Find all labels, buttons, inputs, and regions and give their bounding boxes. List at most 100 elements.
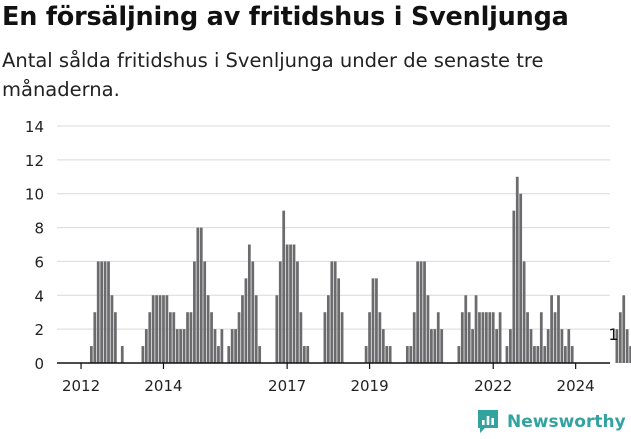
bars [89,176,631,363]
bar [536,346,540,363]
bar [199,227,203,363]
x-tick-label: 2017 [268,377,306,395]
bar [433,329,437,363]
brand-logo: Newsworthy [476,409,626,435]
bar [478,312,481,363]
x-axis: 2012 2014 2017 2019 2022 2024 [57,362,610,395]
bar [237,312,241,363]
y-tick-label: 0 [34,355,44,373]
bar [488,312,492,363]
bar [333,261,337,363]
bar [340,312,344,363]
bar [522,261,526,363]
bar [89,346,93,363]
bar [296,261,299,363]
bar [323,312,327,363]
bar [430,329,433,363]
bar [244,278,248,363]
highlight-value-label: 1 [608,325,618,344]
bar [292,244,296,363]
bar [189,312,193,363]
bar [509,329,512,363]
x-tick-label: 2022 [474,377,512,395]
x-tick-label: 2012 [62,377,100,395]
bar [196,227,200,363]
bar [436,312,440,363]
bar [409,346,413,363]
bar [533,346,536,363]
x-tick-label: 2014 [144,377,182,395]
bar [529,329,533,363]
newsworthy-logo-icon [478,410,498,433]
bar [175,329,179,363]
bar [615,329,619,363]
bar [148,312,152,363]
bar [182,329,186,363]
bar [498,312,502,363]
bar [543,346,547,363]
bar [103,261,107,363]
bar [481,312,485,363]
bar [282,210,286,363]
bar [330,261,334,363]
bar [625,329,629,363]
data-labels: 1 [608,325,618,344]
bar [151,295,155,363]
bar [217,346,220,363]
bar [553,312,557,363]
bar [491,312,495,363]
bar [165,295,169,363]
y-tick-label: 2 [34,321,44,339]
bar [563,346,567,363]
chart-subtitle: Antal sålda fritidshus i Svenljunga unde… [2,49,544,101]
bar [526,312,529,363]
bar [560,329,564,363]
bar [172,312,176,363]
bar [405,346,409,363]
bar [120,346,124,363]
bar [230,329,234,363]
bar [251,261,255,363]
bar [220,329,224,363]
y-tick-label: 12 [25,152,44,170]
x-tick-label: 2019 [350,377,388,395]
bar [539,312,543,363]
bar [567,329,571,363]
bar [368,312,371,363]
bar [364,346,368,363]
bar [234,329,237,363]
bar [193,261,196,363]
bar [247,244,251,363]
bar [519,193,523,363]
bar [412,312,416,363]
bar [570,346,574,363]
y-tick-label: 4 [34,287,44,305]
bar [474,295,478,363]
bar [618,312,622,363]
y-tick-label: 10 [25,186,44,204]
bar [100,261,104,363]
bar [186,312,189,363]
bar [241,295,244,363]
bar [337,278,341,363]
bar [158,295,162,363]
bar [203,261,207,363]
bar [423,261,426,363]
bar [388,346,392,363]
bar [512,210,516,363]
bar [302,346,306,363]
y-gridlines [57,125,610,330]
bar [210,312,213,363]
bar [275,295,279,363]
bar [289,244,292,363]
bar [416,261,420,363]
bar [419,261,423,363]
bar [495,329,499,363]
bar [110,295,114,363]
bar [515,176,519,363]
bar [440,329,444,363]
chart-title: En försäljning av fritidshus i Svenljung… [2,2,569,32]
bar [371,278,375,363]
bar [258,346,262,363]
